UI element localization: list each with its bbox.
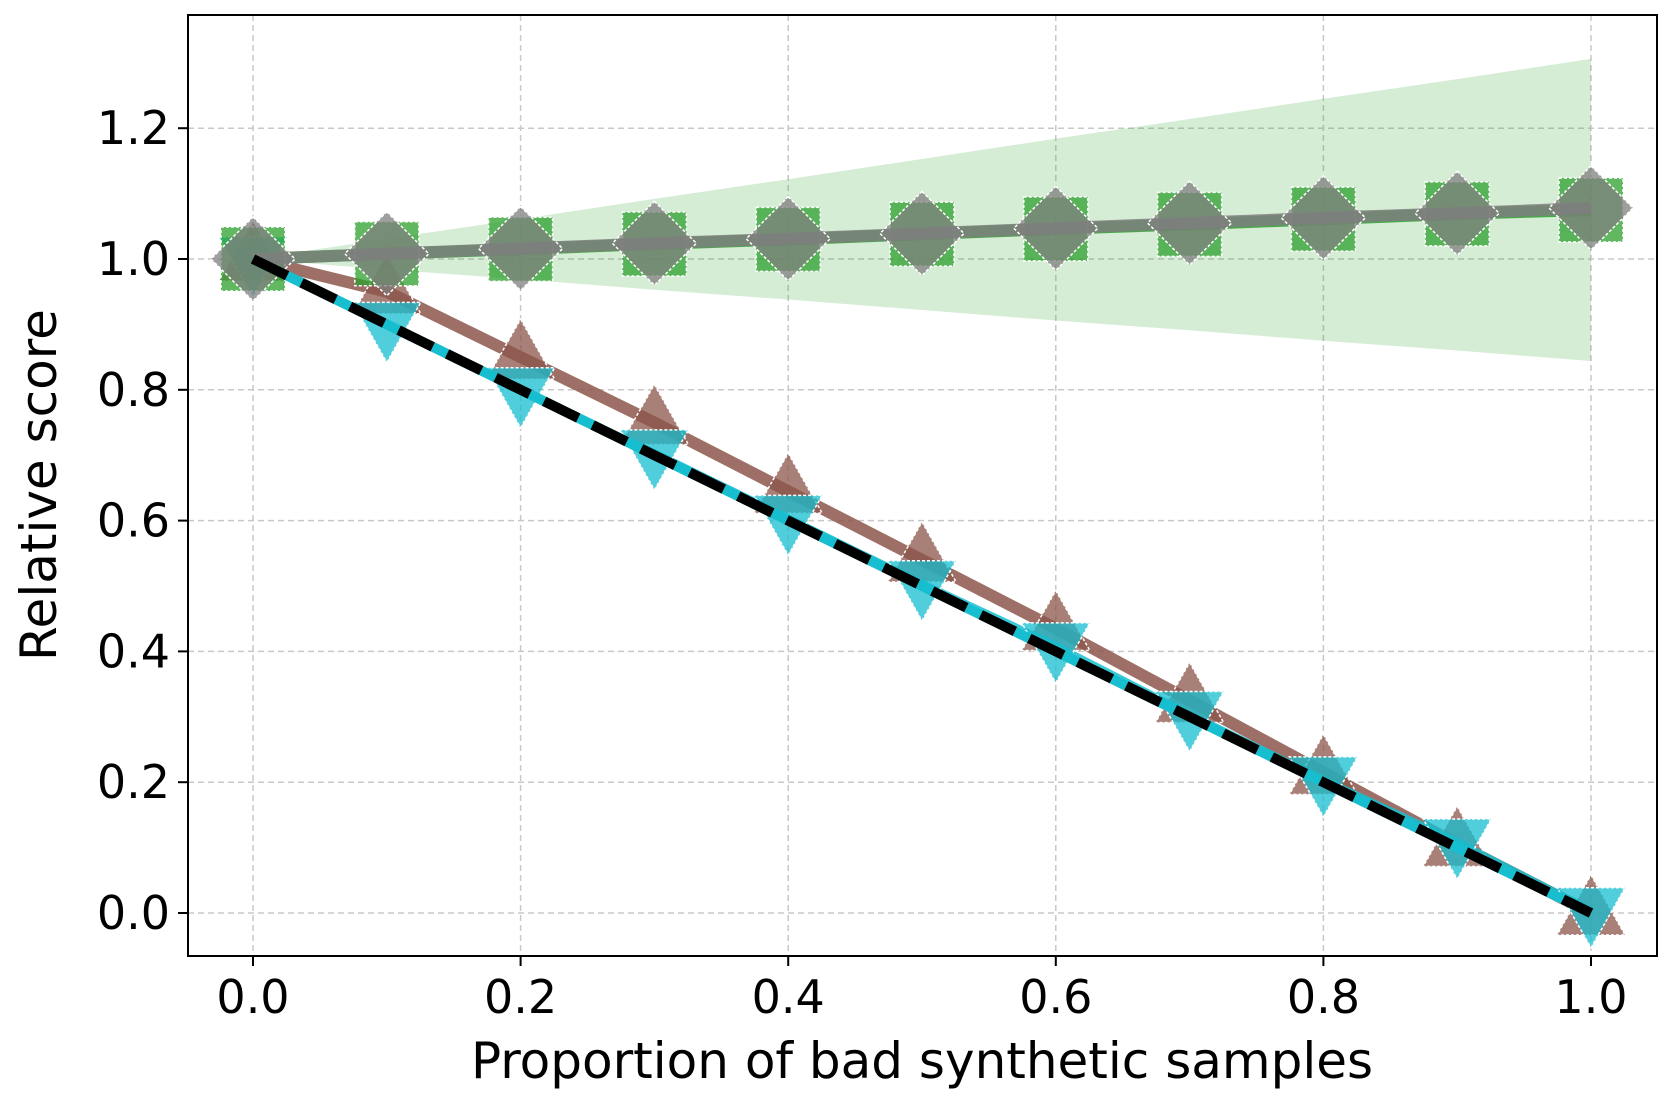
ticks: 0.0 0.2 0.4 0.6 0.8 1.0 0.0 0.2 0.4 0.6 0.8 1.0 1.2 [97, 101, 1628, 1024]
axes-frame [187, 14, 1658, 957]
diamond-marker [477, 205, 564, 292]
y-tick-label: 0.2 [97, 755, 170, 809]
diamond-marker [611, 200, 698, 287]
grid [188, 15, 1657, 956]
y-tick-label: 0.8 [97, 363, 170, 417]
x-tick-label: 0.2 [484, 970, 557, 1024]
diamond-marker [1414, 170, 1501, 257]
plot-area [209, 58, 1635, 950]
x-tick-label: 0.4 [752, 970, 825, 1024]
diamond-marker [343, 210, 430, 297]
y-tick-label: 0.0 [97, 886, 170, 940]
diamond-marker [878, 190, 966, 277]
diamond-marker [1280, 174, 1367, 261]
y-axis-label: Relative score [10, 309, 68, 661]
series-diamond [209, 164, 1635, 303]
x-tick-label: 0.0 [216, 970, 289, 1024]
y-tick-label: 1.2 [97, 101, 170, 155]
y-tick-label: 0.4 [97, 624, 170, 678]
series-line [250, 254, 1594, 918]
diamond-marker [1012, 185, 1099, 272]
x-axis-label: Proportion of bad synthetic samples [471, 1032, 1373, 1090]
diamond-marker [1547, 164, 1635, 252]
x-tick-label: 0.8 [1287, 970, 1360, 1024]
diamond-marker [745, 195, 832, 282]
y-tick-label: 1.0 [97, 232, 170, 286]
y-tick-label: 0.6 [97, 494, 170, 548]
x-tick-label: 1.0 [1554, 970, 1627, 1024]
diamond-marker [1146, 179, 1233, 267]
x-tick-label: 0.6 [1019, 970, 1092, 1024]
series-none [250, 254, 1594, 918]
